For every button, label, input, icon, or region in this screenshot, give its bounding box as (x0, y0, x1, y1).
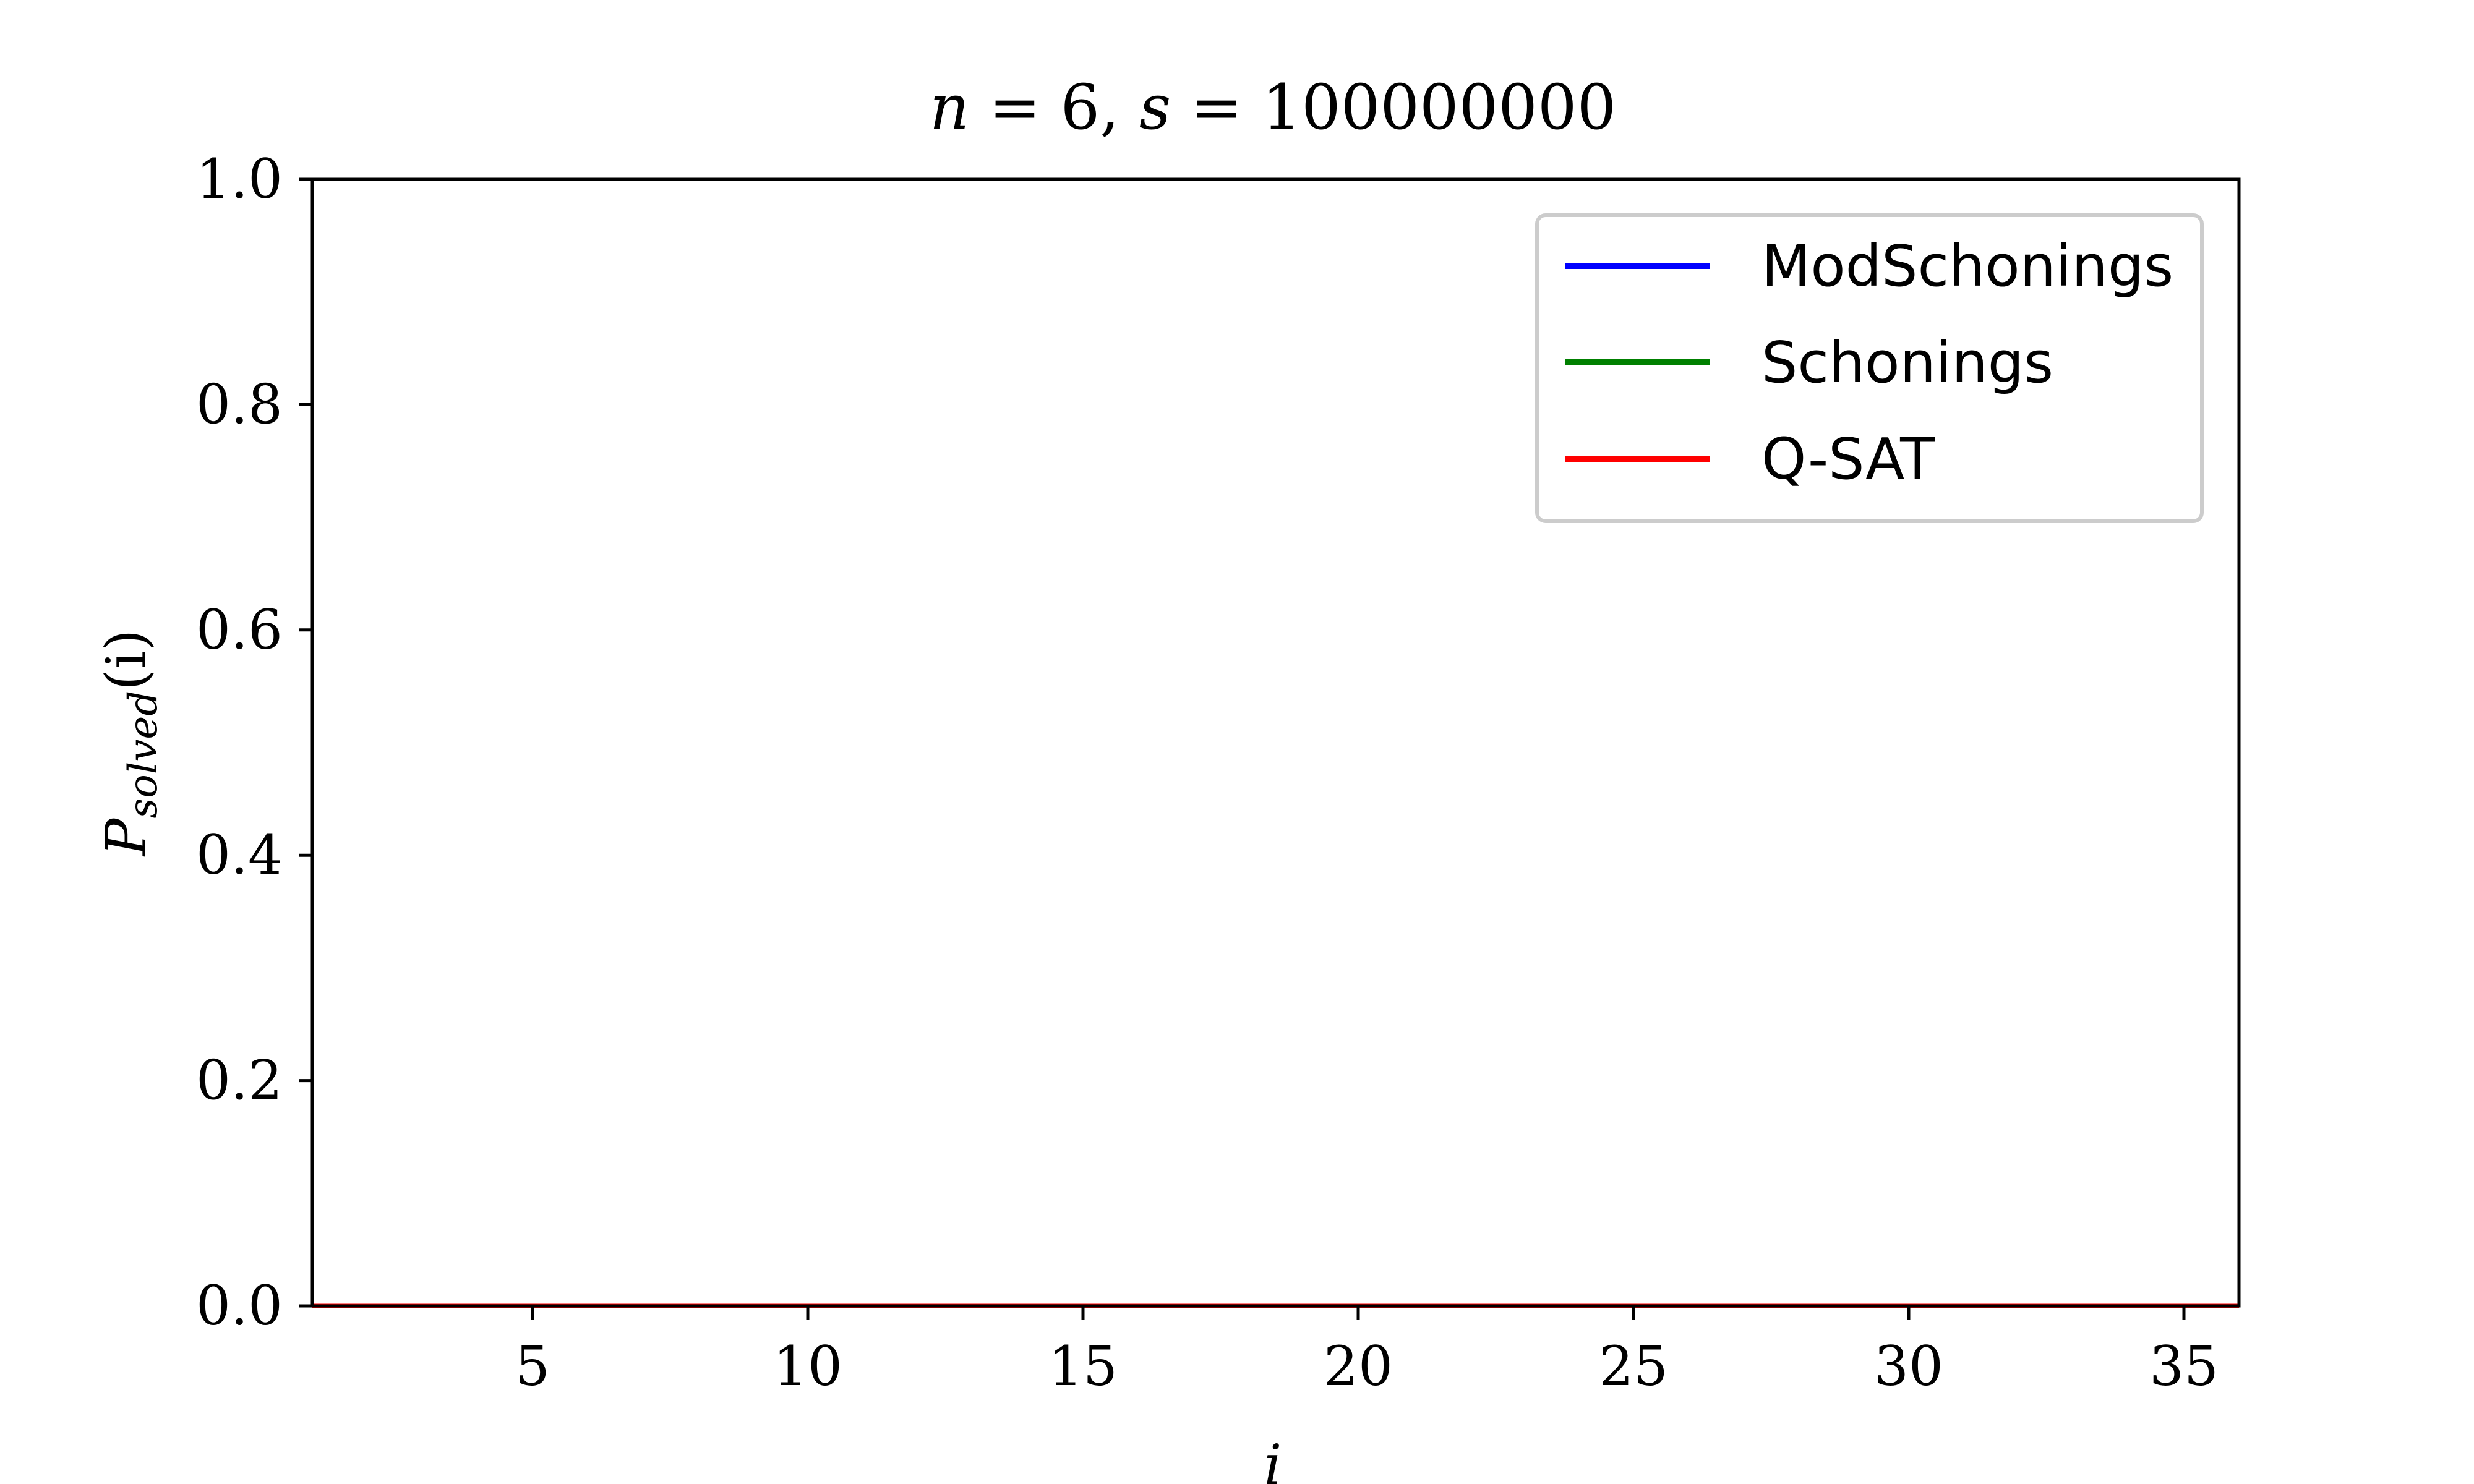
title-s-eq: = 100000000 (1171, 71, 1616, 143)
y-tick-label: 0.4 (196, 823, 283, 887)
x-tick-label: 25 (1599, 1334, 1668, 1398)
legend-label-modschonings: ModSchonings (1761, 233, 2173, 299)
title-s-var: s (1139, 71, 1171, 143)
y-axis-label: Psolved(i) (94, 629, 166, 857)
x-tick-label: 15 (1048, 1334, 1118, 1398)
y-tick-label: 0.8 (196, 372, 283, 436)
y-tick-label: 0.2 (196, 1049, 283, 1112)
legend-label-schonings: Schonings (1761, 330, 2053, 396)
legend-label-q-sat: Q-SAT (1761, 426, 1935, 492)
x-tick-label: 5 (515, 1334, 550, 1398)
y-label-sub: solved (121, 691, 166, 819)
title-n-var: n (930, 71, 969, 143)
x-axis-ticks: 5 10 15 20 25 30 35 (515, 1306, 2219, 1398)
x-tick-label: 35 (2149, 1334, 2219, 1398)
legend-box (1535, 213, 2204, 523)
title-n-eq: = 6, (969, 71, 1139, 143)
y-axis-ticks: 0.0 0.2 0.4 0.6 0.8 1.0 (196, 147, 312, 1337)
legend: ModSchonings Schonings Q-SAT (1535, 213, 2204, 523)
y-tick-label: 0.6 (196, 598, 283, 662)
x-tick-label: 30 (1874, 1334, 1943, 1398)
x-tick-label: 20 (1324, 1334, 1393, 1398)
chart-title: n = 6, s = 100000000 (930, 71, 1616, 143)
y-label-arg: (i) (94, 629, 159, 691)
x-tick-label: 10 (773, 1334, 842, 1398)
plot-frame (310, 177, 2241, 1308)
y-tick-label: 0.0 (196, 1274, 283, 1337)
y-tick-label: 1.0 (196, 147, 283, 211)
x-axis-label: i (1264, 1433, 1282, 1484)
y-label-main: P (94, 817, 159, 857)
